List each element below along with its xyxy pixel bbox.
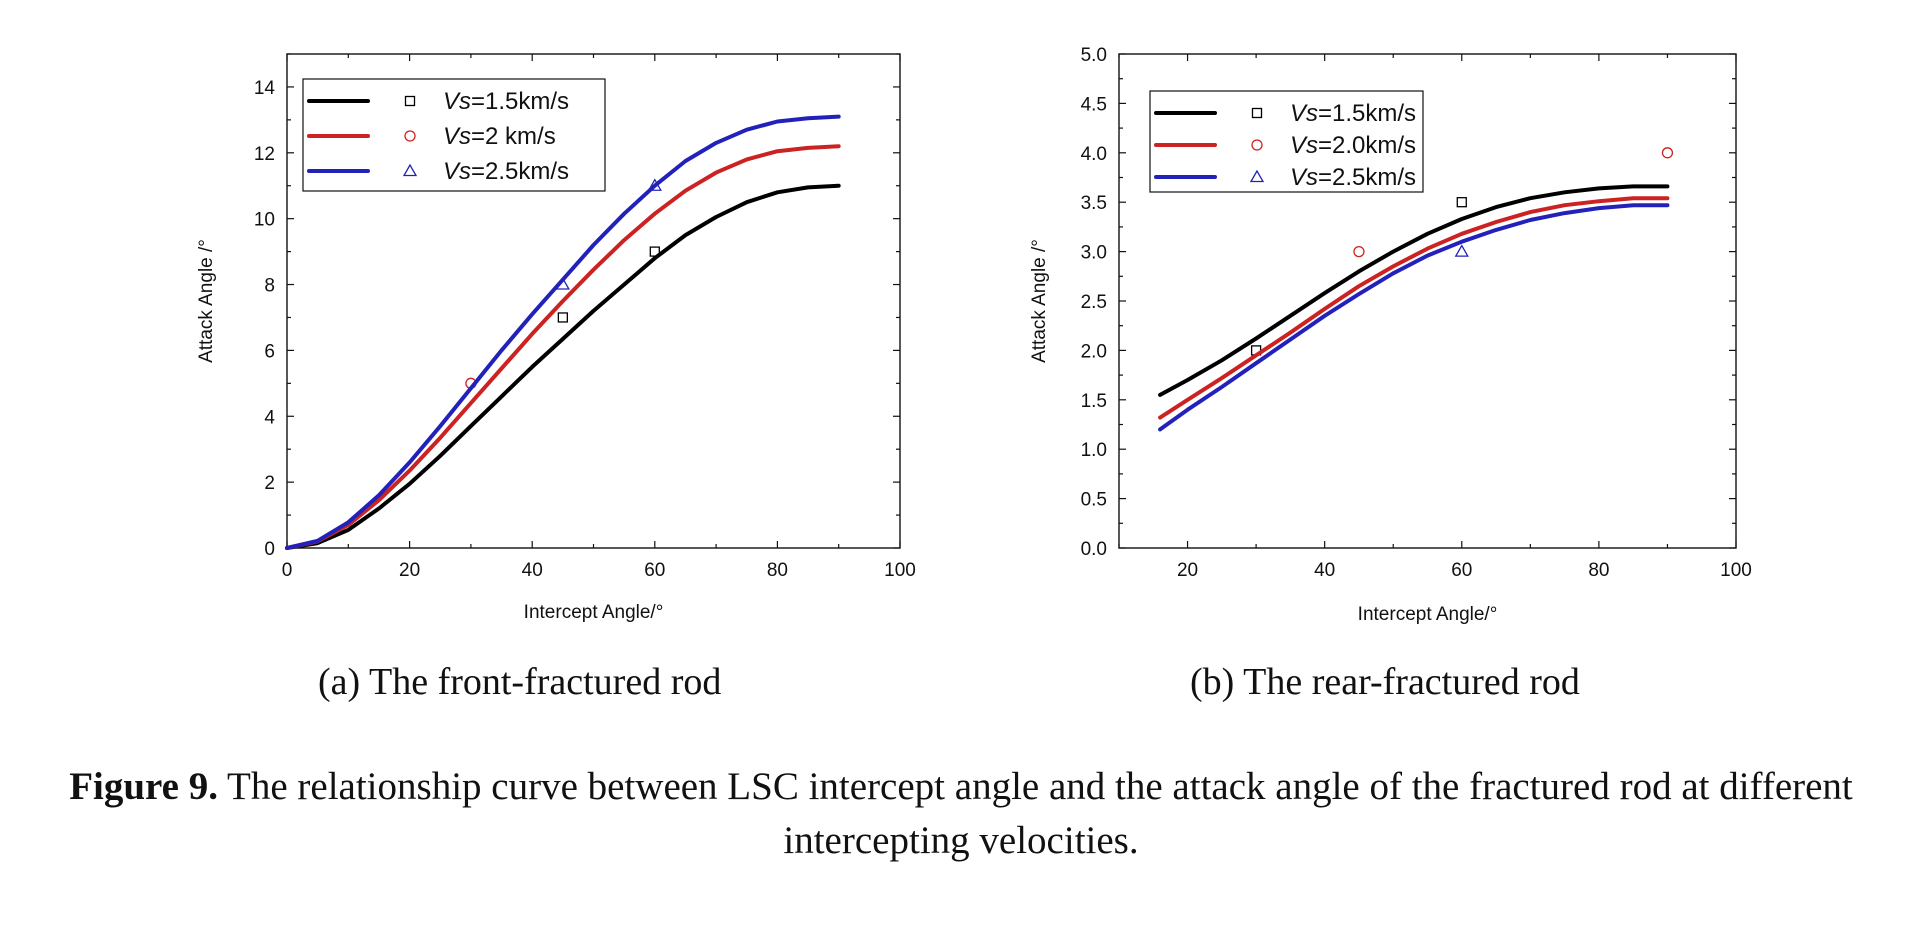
series-line [1158, 184, 1670, 397]
data-marker [555, 277, 570, 290]
y-tick-label: 1.0 [1081, 440, 1107, 461]
x-tick-label: 60 [1451, 560, 1472, 581]
x-axis-title: Intercept Angle/° [524, 602, 664, 623]
series-line [1158, 203, 1670, 432]
y-tick-label: 6 [264, 341, 275, 362]
y-axis-title: Attack Angle /° [1029, 239, 1050, 363]
legend-marker [404, 130, 416, 142]
y-tick-label: 0 [264, 539, 275, 560]
data-marker [649, 246, 660, 257]
figure-caption: Figure 9. The relationship curve between… [60, 760, 1862, 868]
y-tick-label: 1.5 [1081, 391, 1107, 412]
x-tick-label: 80 [767, 560, 788, 581]
y-tick-label: 3.0 [1081, 243, 1107, 264]
chart-panel-b: 20 40 60 80 100 0.0 0.5 1.0 1.5 2.0 2.5 3.0 3.5 4.0 4.… [1029, 45, 1752, 625]
series-line [1158, 196, 1670, 420]
y-tick-label: 4.5 [1081, 94, 1107, 115]
subcaption-b: (b) The rear-fractured rod [1190, 661, 1580, 703]
y-tick-label: 10 [254, 210, 275, 231]
y-tick-label: 12 [254, 144, 275, 165]
y-tick-label: 0.0 [1081, 539, 1107, 560]
y-tick-label: 14 [254, 78, 276, 99]
figure-label: Figure 9. [69, 765, 218, 808]
y-tick-label: 8 [264, 276, 275, 297]
x-tick-label: 100 [884, 560, 916, 581]
legend-label: Vs=2.5km/s [443, 158, 569, 185]
data-marker [1353, 245, 1365, 258]
data-marker [1661, 147, 1674, 159]
series-line [285, 183, 841, 550]
legend-marker [402, 163, 418, 177]
y-tick-label: 2 [264, 473, 275, 494]
chart-panel-a: 0 20 40 60 80 100 0 2 4 6 8 10 12 14 Intercept Angle/°… [196, 53, 916, 623]
legend-label: Vs=2.5km/s [1290, 164, 1416, 191]
y-tick-label: 2.0 [1081, 341, 1107, 362]
x-tick-label: 20 [399, 560, 420, 581]
data-marker [1456, 197, 1467, 208]
x-tick-label: 20 [1177, 560, 1198, 581]
subcaption-a: (a) The front-fractured rod [318, 661, 722, 703]
y-tick-label: 2.5 [1081, 292, 1107, 313]
y-axis-title: Attack Angle /° [196, 239, 217, 363]
legend-marker [404, 95, 416, 107]
data-marker [1454, 244, 1469, 257]
x-tick-label: 40 [1314, 560, 1335, 581]
x-tick-label: 40 [522, 560, 543, 581]
x-tick-label: 0 [282, 560, 293, 581]
legend-label: Vs=2.0km/s [1290, 132, 1416, 159]
x-tick-label: 60 [644, 560, 665, 581]
x-tick-label: 100 [1720, 560, 1752, 581]
legend-label: Vs=2 km/s [443, 123, 556, 150]
data-marker [647, 178, 662, 191]
y-tick-label: 0.5 [1081, 490, 1107, 511]
legend-label: Vs=1.5km/s [443, 88, 569, 115]
legend-marker [1249, 169, 1265, 183]
series-line [285, 144, 841, 550]
x-axis-title: Intercept Angle/° [1358, 604, 1498, 625]
figure-caption-text: The relationship curve between LSC inter… [217, 765, 1853, 862]
legend-label: Vs=1.5km/s [1290, 100, 1416, 127]
y-tick-label: 4.0 [1081, 144, 1107, 165]
y-tick-label: 3.5 [1081, 193, 1107, 214]
legend-marker [1251, 139, 1263, 151]
data-marker [557, 312, 568, 323]
x-tick-label: 80 [1588, 560, 1609, 581]
y-tick-label: 4 [264, 407, 275, 428]
legend-marker [1251, 107, 1263, 119]
y-tick-label: 5.0 [1081, 45, 1107, 66]
